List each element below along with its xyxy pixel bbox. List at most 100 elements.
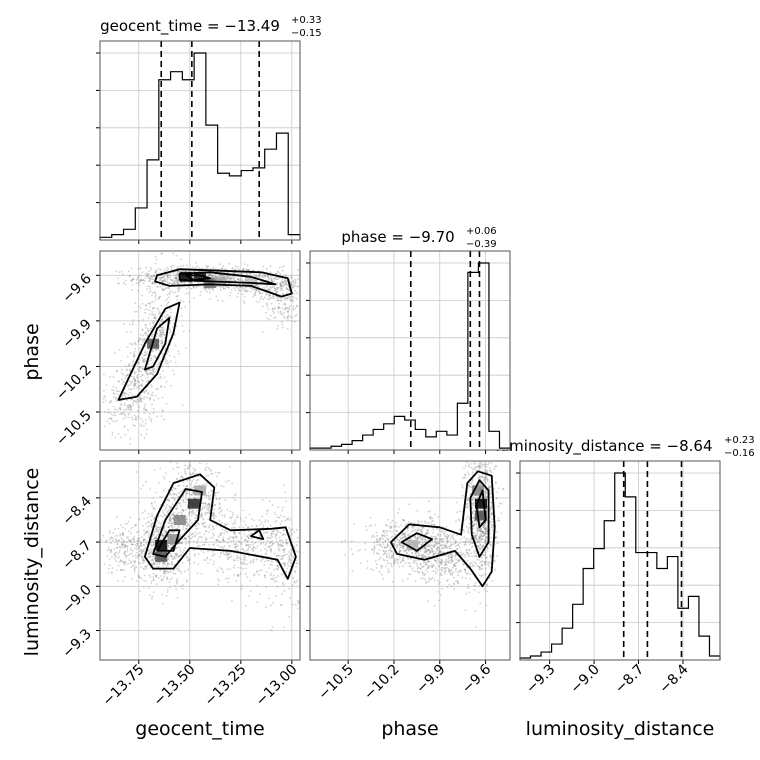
scatter-geocent-time-vs-luminosity-distance-sample-point (208, 502, 210, 505)
scatter-phase-vs-luminosity-distance-sample-point (449, 538, 452, 541)
scatter-geocent-time-vs-phase-sample-point (141, 353, 144, 356)
scatter-geocent-time-vs-luminosity-distance-sample-point (218, 536, 220, 538)
scatter-geocent-time-vs-luminosity-distance-sample-point (251, 525, 254, 527)
scatter-geocent-time-vs-phase-density-cell-5 (245, 276, 257, 287)
scatter-geocent-time-vs-luminosity-distance-sample-point (153, 536, 156, 539)
scatter-geocent-time-vs-phase-sample-point (132, 352, 135, 355)
scatter-geocent-time-vs-luminosity-distance-sample-point (186, 556, 189, 559)
scatter-geocent-time-vs-phase-sample-point (233, 268, 236, 271)
scatter-geocent-time-vs-luminosity-distance-sample-point (279, 523, 282, 525)
scatter-geocent-time-vs-phase-sample-point (252, 296, 255, 298)
scatter-phase-vs-luminosity-distance-sample-point (401, 559, 404, 562)
scatter-geocent-time-vs-luminosity-distance-sample-point (303, 530, 305, 532)
scatter-phase-vs-luminosity-distance-sample-point (461, 576, 464, 579)
scatter-geocent-time-vs-phase-sample-point (297, 269, 300, 272)
scatter-geocent-time-vs-luminosity-distance-sample-point (271, 504, 274, 506)
scatter-geocent-time-vs-luminosity-distance-sample-point (184, 546, 187, 549)
scatter-phase-vs-luminosity-distance-sample-point (390, 557, 393, 559)
scatter-geocent-time-vs-phase-sample-point (171, 279, 173, 281)
scatter-phase-vs-luminosity-distance-sample-point (472, 524, 475, 527)
scatter-geocent-time-vs-phase-sample-point (134, 347, 137, 350)
scatter-geocent-time-vs-phase-sample-point (161, 365, 164, 368)
scatter-geocent-time-vs-luminosity-distance-sample-point (204, 456, 206, 458)
scatter-geocent-time-vs-luminosity-distance-sample-point (210, 469, 212, 472)
scatter-geocent-time-vs-luminosity-distance-sample-point (244, 573, 247, 575)
scatter-phase-vs-luminosity-distance-sample-point (413, 522, 416, 524)
scatter-phase-vs-luminosity-distance-sample-point (391, 555, 394, 558)
scatter-geocent-time-vs-luminosity-distance-sample-point (253, 573, 256, 576)
scatter-geocent-time-vs-luminosity-distance-sample-point (171, 488, 174, 491)
scatter-geocent-time-vs-phase-sample-point (209, 291, 212, 294)
scatter-phase-vs-luminosity-distance-sample-point (489, 562, 492, 565)
scatter-geocent-time-vs-luminosity-distance-sample-point (169, 519, 171, 522)
scatter-geocent-time-vs-luminosity-distance-sample-point (98, 544, 100, 546)
scatter-geocent-time-vs-phase-sample-point (130, 398, 133, 401)
scatter-geocent-time-vs-phase-sample-point (289, 297, 291, 300)
scatter-geocent-time-vs-luminosity-distance-sample-point (283, 548, 286, 551)
scatter-geocent-time-vs-phase-sample-point (167, 276, 170, 279)
scatter-geocent-time-vs-phase-sample-point (161, 341, 163, 344)
scatter-geocent-time-vs-luminosity-distance-sample-point (178, 511, 180, 514)
scatter-geocent-time-vs-phase-sample-point (251, 287, 254, 290)
scatter-geocent-time-vs-phase-sample-point (281, 323, 284, 326)
scatter-geocent-time-vs-luminosity-distance-sample-point (182, 484, 185, 487)
scatter-geocent-time-vs-luminosity-distance-sample-point (242, 526, 244, 529)
scatter-geocent-time-vs-phase-sample-point (143, 390, 146, 393)
scatter-phase-vs-luminosity-distance-sample-point (429, 551, 431, 554)
scatter-geocent-time-vs-luminosity-distance-sample-point (262, 541, 265, 544)
scatter-geocent-time-vs-phase-sample-point (136, 451, 138, 453)
scatter-phase-vs-luminosity-distance-sample-point (432, 544, 435, 547)
scatter-geocent-time-vs-luminosity-distance-sample-point (287, 517, 290, 520)
scatter-geocent-time-vs-luminosity-distance-sample-point (263, 532, 266, 534)
scatter-geocent-time-vs-luminosity-distance-sample-point (282, 533, 285, 536)
scatter-geocent-time-vs-phase-sample-point (143, 351, 146, 353)
scatter-geocent-time-vs-phase-sample-point (224, 286, 227, 288)
scatter-geocent-time-vs-luminosity-distance-sample-point (163, 571, 165, 573)
scatter-geocent-time-vs-phase-sample-point (144, 403, 146, 406)
scatter-phase-vs-luminosity-distance-sample-point (429, 510, 431, 512)
scatter-phase-vs-luminosity-distance-sample-point (382, 549, 385, 552)
scatter-geocent-time-vs-luminosity-distance-sample-point (288, 587, 291, 590)
scatter-phase-vs-luminosity-distance-sample-point (421, 531, 424, 533)
scatter-geocent-time-vs-phase-sample-point (275, 289, 277, 292)
scatter-geocent-time-vs-luminosity-distance-sample-point (154, 537, 157, 539)
scatter-geocent-time-vs-luminosity-distance-sample-point (151, 525, 153, 528)
scatter-geocent-time-vs-luminosity-distance-sample-point (166, 504, 169, 506)
scatter-geocent-time-vs-phase-sample-point (118, 282, 120, 285)
scatter-geocent-time-vs-phase-sample-point (233, 272, 236, 275)
scatter-geocent-time-vs-phase-sample-point (174, 361, 177, 364)
scatter-phase-vs-luminosity-distance-sample-point (422, 556, 425, 559)
scatter-geocent-time-vs-phase-sample-point (155, 317, 157, 320)
scatter-geocent-time-vs-luminosity-distance-sample-point (138, 537, 141, 540)
scatter-geocent-time-vs-luminosity-distance-sample-point (280, 543, 282, 546)
scatter-phase-vs-luminosity-distance-sample-point (402, 556, 405, 559)
scatter-geocent-time-vs-luminosity-distance-sample-point (224, 499, 227, 502)
scatter-geocent-time-vs-phase-sample-point (133, 384, 136, 387)
scatter-phase-vs-luminosity-distance-sample-point (387, 571, 389, 574)
scatter-geocent-time-vs-phase-sample-point (132, 364, 135, 366)
scatter-geocent-time-vs-phase-sample-point (136, 386, 138, 389)
scatter-geocent-time-vs-phase-sample-point (283, 297, 285, 299)
scatter-geocent-time-vs-luminosity-distance-sample-point (171, 497, 174, 500)
scatter-geocent-time-vs-luminosity-distance-sample-point (204, 536, 207, 539)
scatter-phase-vs-luminosity-distance-sample-point (393, 558, 395, 560)
scatter-phase-vs-luminosity-distance-sample-point (410, 530, 413, 533)
scatter-phase-vs-luminosity-distance-sample-point (414, 580, 417, 583)
scatter-geocent-time-vs-phase-sample-point (135, 343, 137, 346)
scatter-phase-vs-luminosity-distance-sample-point (483, 561, 486, 564)
scatter-geocent-time-vs-luminosity-distance-sample-point (144, 565, 147, 568)
scatter-geocent-time-vs-phase-sample-point (284, 279, 286, 281)
scatter-phase-vs-luminosity-distance-sample-point (484, 522, 487, 525)
scatter-geocent-time-vs-luminosity-distance-sample-point (161, 515, 164, 518)
scatter-phase-vs-luminosity-distance-sample-point (404, 549, 407, 552)
scatter-phase-vs-luminosity-distance-sample-point (440, 568, 443, 571)
scatter-geocent-time-vs-luminosity-distance-sample-point (285, 500, 288, 503)
scatter-geocent-time-vs-luminosity-distance-sample-point (239, 561, 242, 564)
scatter-phase-vs-luminosity-distance-sample-point (366, 560, 369, 562)
scatter-phase-vs-luminosity-distance-sample-point (443, 532, 445, 535)
scatter-geocent-time-vs-phase-sample-point (123, 426, 126, 429)
scatter-geocent-time-vs-phase-sample-point (284, 303, 287, 306)
scatter-geocent-time-vs-luminosity-distance-sample-point (169, 506, 171, 508)
scatter-geocent-time-vs-luminosity-distance-sample-point (141, 555, 143, 558)
scatter-phase-vs-luminosity-distance-sample-point (404, 537, 407, 539)
